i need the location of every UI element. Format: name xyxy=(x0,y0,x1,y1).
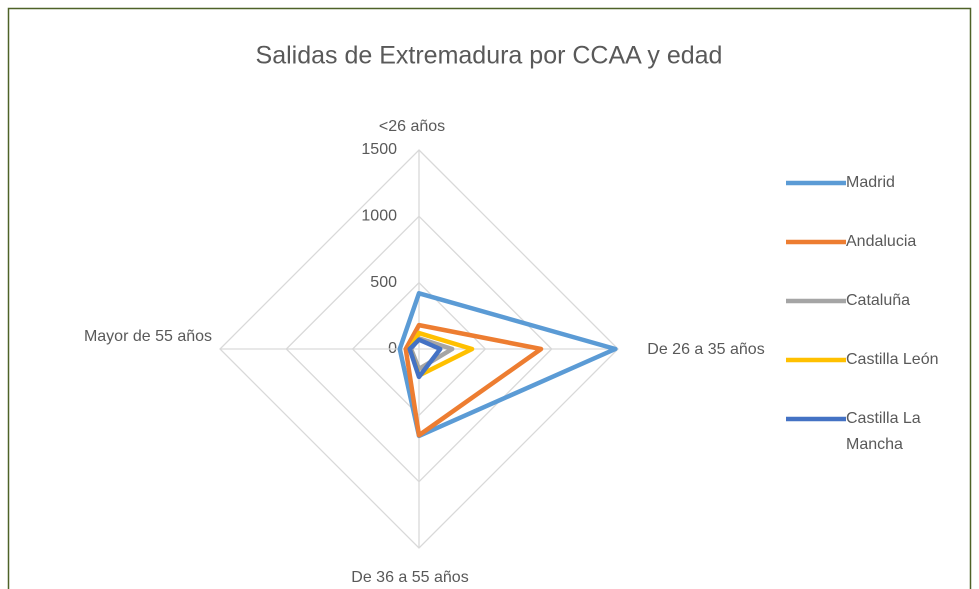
category-label: Mayor de 55 años xyxy=(83,328,213,345)
chart-border xyxy=(7,7,972,589)
series-line xyxy=(403,322,544,438)
category-label: De 36 a 55 años xyxy=(351,569,469,586)
legend-label: Cataluña xyxy=(846,292,911,309)
legend-label: Castilla La Mancha xyxy=(846,410,921,453)
category-label: <26 años xyxy=(378,118,446,135)
r-tick-label: 1000 xyxy=(361,208,397,225)
r-tick-label: 500 xyxy=(370,274,397,291)
legend-label: Castilla León xyxy=(846,351,939,368)
chart-title: Salidas de Extremadura por CCAA y edad xyxy=(256,42,723,70)
legend-label: Andalucia xyxy=(846,233,917,250)
legend-label: Madrid xyxy=(846,174,895,191)
series-line xyxy=(407,337,443,380)
category-label: De 26 a 35 años xyxy=(647,341,765,358)
r-tick-label: 1500 xyxy=(361,141,397,158)
